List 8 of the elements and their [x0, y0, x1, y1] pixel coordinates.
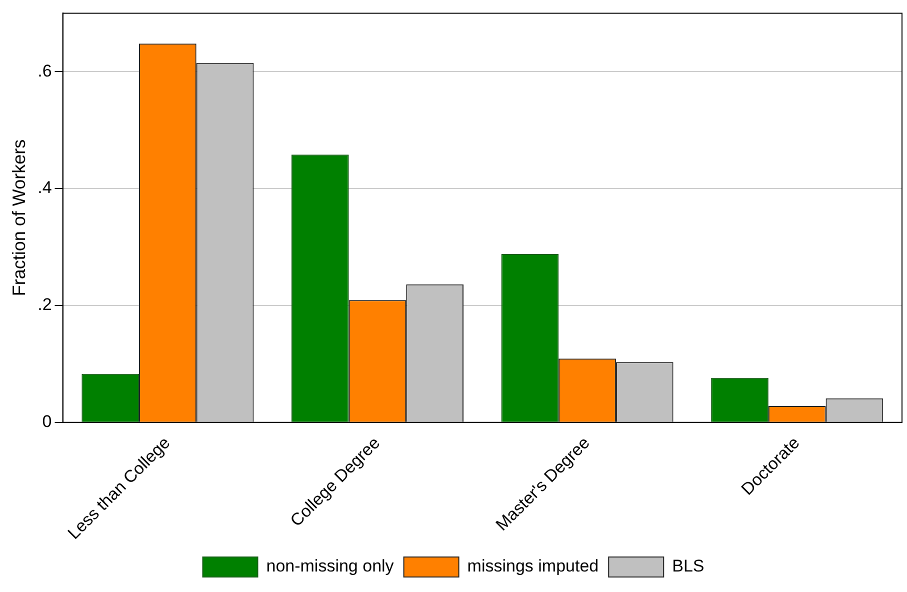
y-tick-label: .6 — [38, 61, 52, 80]
legend-label: non-missing only — [266, 556, 394, 576]
y-tick-label: .4 — [38, 178, 52, 198]
legend-label: BLS — [672, 556, 704, 576]
legend-label: missings imputed — [467, 556, 599, 576]
y-tick-label: .2 — [38, 295, 52, 314]
y-axis-title: Fraction of Workers — [8, 139, 29, 296]
y-tick-label: 0 — [42, 412, 52, 432]
